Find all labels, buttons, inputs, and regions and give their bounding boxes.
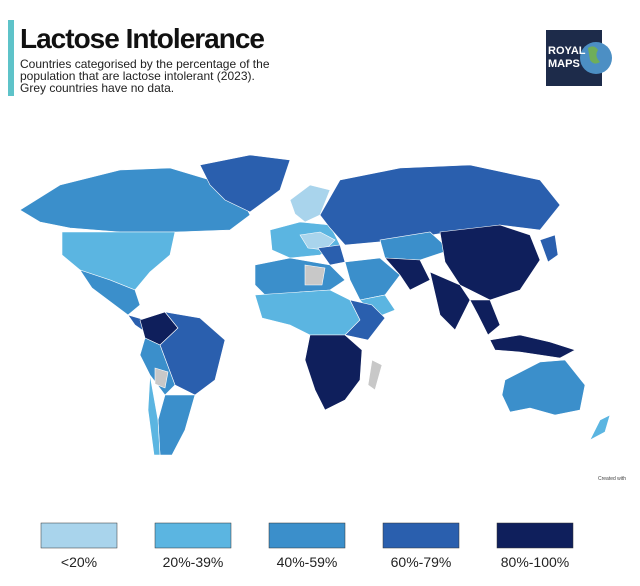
legend-swatch — [268, 522, 346, 549]
central-asia — [379, 231, 451, 261]
horn-africa — [344, 299, 386, 341]
china — [439, 224, 541, 301]
legend: <20% 20%-39% 40%-59% 60%-79% 80%-100% — [40, 522, 574, 570]
canada — [19, 167, 251, 233]
chile — [147, 374, 161, 456]
title: Lactose Intolerance — [20, 23, 264, 54]
credit: Created with — [598, 476, 626, 482]
southern-africa — [304, 334, 363, 411]
legend-swatch — [382, 522, 460, 549]
legend-swatch — [40, 522, 118, 549]
bolivia — [154, 367, 169, 389]
new-zealand — [589, 414, 611, 441]
legend-swatch — [496, 522, 574, 549]
logo: ROYAL MAPS — [546, 30, 612, 86]
indonesia — [489, 334, 576, 359]
legend-swatch — [154, 522, 232, 549]
central-europe — [299, 231, 336, 251]
subtitle-line: Countries categorised by the percentage … — [20, 57, 270, 71]
logo-text: MAPS — [548, 58, 580, 70]
southeast-asia — [469, 299, 501, 336]
libya — [304, 264, 326, 286]
india — [429, 271, 471, 331]
subtitle-line: population that are lactose intolerant (… — [20, 69, 255, 83]
legend-label: 20%-39% — [163, 554, 224, 570]
legend-label: 60%-79% — [391, 554, 452, 570]
madagascar — [367, 359, 383, 391]
subtitle-line: Grey countries have no data. — [20, 81, 174, 95]
logo-land — [588, 46, 600, 64]
japan — [539, 234, 559, 263]
australia — [501, 359, 586, 416]
greenland — [199, 154, 291, 213]
legend-label: 80%-100% — [501, 554, 570, 570]
title-bar — [8, 20, 14, 96]
iran — [384, 257, 431, 291]
legend-label: 40%-59% — [277, 554, 338, 570]
mexico — [79, 269, 141, 316]
world-map — [19, 154, 611, 456]
legend-label: <20% — [61, 554, 97, 570]
logo-text: ROYAL — [548, 45, 586, 57]
